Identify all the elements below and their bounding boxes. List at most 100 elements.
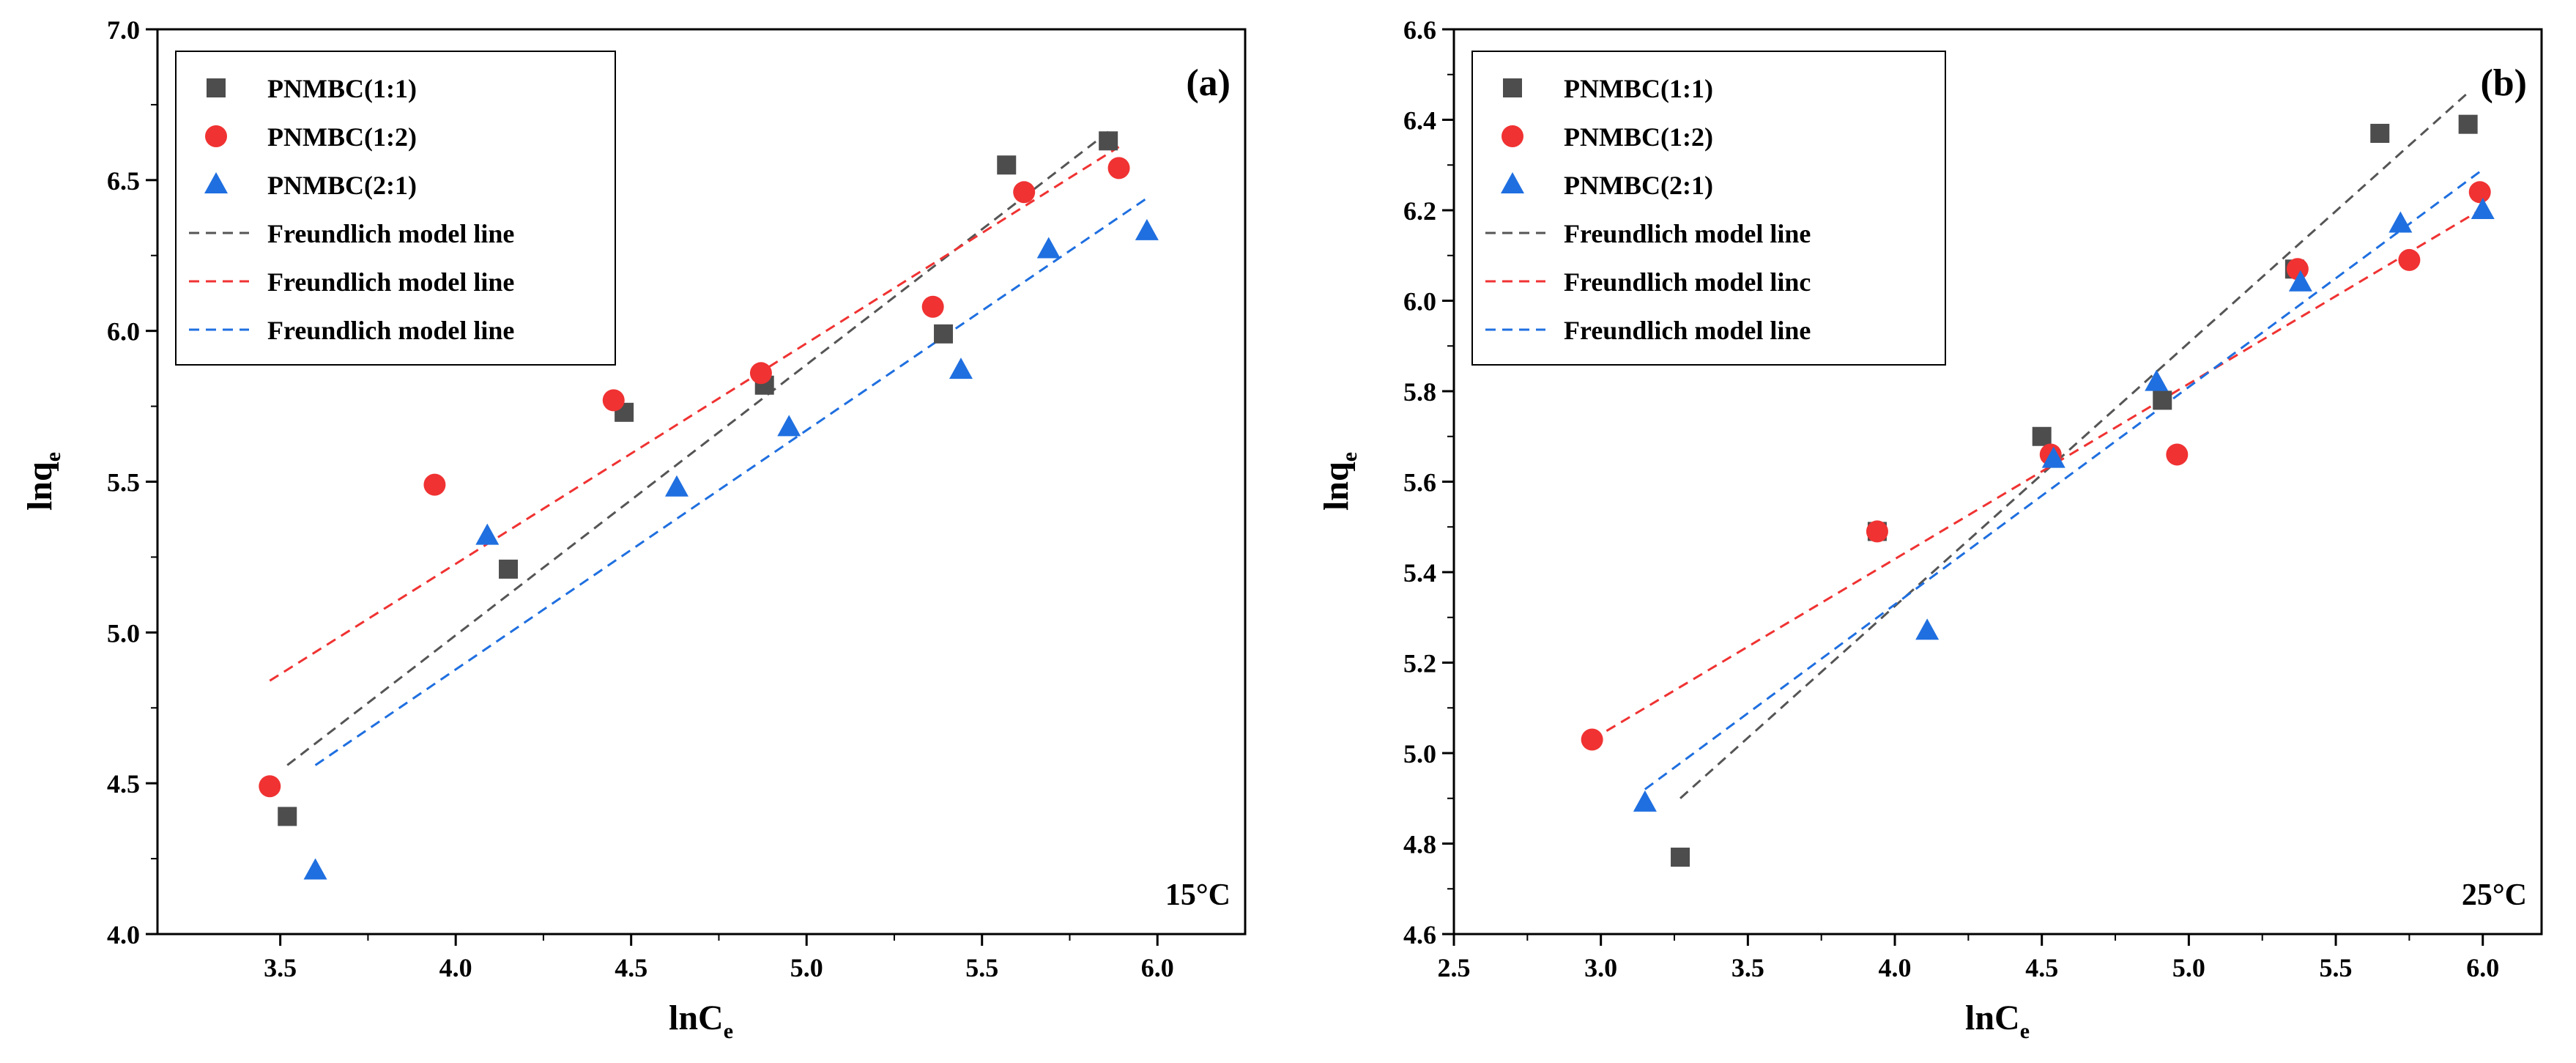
fit-line-2 xyxy=(1591,209,2481,741)
temperature-label: 15°C xyxy=(1165,878,1231,912)
x-axis-title-main: lnC xyxy=(669,999,724,1037)
data-point-series-2 xyxy=(423,473,446,496)
legend-marker-1 xyxy=(1503,78,1522,97)
x-tick-label: 6.0 xyxy=(1141,953,1174,982)
data-point-series-2 xyxy=(259,775,281,798)
y-tick-label: 6.2 xyxy=(1403,196,1436,226)
legend-marker-3 xyxy=(204,172,228,193)
y-axis-title-main: lnq xyxy=(1317,462,1356,511)
legend: PNMBC(1:1) PNMBC(1:2) PNMBC(2:1) Freundlich… xyxy=(175,51,616,366)
y-tick-label: 5.0 xyxy=(1403,739,1436,768)
y-tick-label: 6.0 xyxy=(107,317,140,347)
data-point-series-1 xyxy=(499,559,519,579)
x-tick-label: 4.5 xyxy=(615,953,647,982)
y-tick-label: 6.4 xyxy=(1403,106,1436,136)
y-axis-title: lnqe xyxy=(21,452,65,511)
x-tick-label: 4.0 xyxy=(439,953,472,982)
data-point-series-3 xyxy=(303,858,327,880)
fit-line-1 xyxy=(286,130,1110,766)
data-point-series-1 xyxy=(2370,124,2390,144)
data-point-series-3 xyxy=(2388,211,2413,233)
legend-label: PNMBC(2:1) xyxy=(267,171,417,200)
data-point-series-3 xyxy=(2145,369,2169,391)
y-tick-label: 5.8 xyxy=(1403,377,1436,407)
panel-label: (b) xyxy=(2480,62,2527,104)
x-axis-title: lnCe xyxy=(1965,999,2030,1043)
x-tick-label: 5.5 xyxy=(965,953,998,982)
y-axis-title-sub: e xyxy=(1337,452,1362,462)
legend-label: PNMBC(2:1) xyxy=(1564,171,1713,200)
data-point-series-3 xyxy=(2041,446,2065,468)
y-axis-title: lnqe xyxy=(1317,452,1362,511)
y-tick-label: 4.0 xyxy=(107,920,140,949)
y-axis-title-main: lnq xyxy=(21,462,59,511)
data-point-series-2 xyxy=(749,362,772,385)
data-point-series-3 xyxy=(475,523,500,545)
y-tick-label: 6.0 xyxy=(1403,287,1436,316)
legend-marker-3 xyxy=(1501,172,1524,193)
fit-line-3 xyxy=(1644,168,2484,790)
data-point-series-1 xyxy=(934,324,954,344)
x-axis-title-sub: e xyxy=(724,1019,733,1043)
legend-box xyxy=(1471,51,1946,366)
data-point-series-3 xyxy=(1135,218,1159,240)
legend-marker-2 xyxy=(1502,125,1523,147)
legend-label: Freundlich model line xyxy=(267,316,514,345)
legend-label: Freundlich model line xyxy=(267,219,514,248)
x-tick-label: 5.0 xyxy=(790,953,823,982)
x-axis-title-main: lnC xyxy=(1965,999,2020,1037)
data-point-series-2 xyxy=(2468,181,2491,204)
data-point-series-3 xyxy=(2471,198,2495,219)
x-tick-label: 6.0 xyxy=(2466,953,2499,982)
data-point-series-1 xyxy=(278,807,297,826)
data-point-series-3 xyxy=(777,415,801,437)
x-tick-label: 3.0 xyxy=(1584,953,1617,982)
data-point-series-1 xyxy=(2458,114,2478,134)
y-tick-label: 6.5 xyxy=(107,166,140,196)
data-point-series-2 xyxy=(602,389,625,412)
legend-box xyxy=(175,51,616,366)
y-tick-label: 5.5 xyxy=(107,468,140,497)
legend-label: PNMBC(1:2) xyxy=(1564,122,1713,152)
data-point-series-3 xyxy=(2288,270,2312,292)
temperature-label: 25°C xyxy=(2462,878,2527,912)
x-axis-title: lnCe xyxy=(669,999,733,1043)
legend-marker-2 xyxy=(205,125,227,147)
y-tick-label: 5.0 xyxy=(107,618,140,648)
data-point-series-1 xyxy=(1099,131,1118,151)
legend-label: Freundlich model linc xyxy=(1564,267,1811,297)
data-point-series-2 xyxy=(1107,157,1130,179)
legend-label: Freundlich model line xyxy=(1564,219,1811,248)
x-tick-label: 3.5 xyxy=(264,953,297,982)
data-point-series-1 xyxy=(2032,426,2052,446)
y-tick-label: 4.5 xyxy=(107,769,140,799)
data-point-series-2 xyxy=(2398,248,2421,271)
data-point-series-1 xyxy=(997,155,1017,175)
data-point-series-3 xyxy=(1633,790,1657,812)
x-tick-label: 3.5 xyxy=(1731,953,1764,982)
legend-label: PNMBC(1:1) xyxy=(1564,74,1713,103)
chart-panel-b: 2.5 3.0 3.5 4.0 4.5 5.0 5.5 6.0 4.6 4.8 5.0 5.2 5.4 5… xyxy=(1317,15,2543,1043)
legend-label: PNMBC(1:1) xyxy=(267,74,417,103)
x-tick-label: 4.5 xyxy=(2025,953,2058,982)
data-point-series-2 xyxy=(1866,520,1888,543)
data-point-series-2 xyxy=(2286,258,2309,281)
legend-label: Freundlich model line xyxy=(1564,316,1811,345)
legend-marker-1 xyxy=(207,78,226,97)
data-point-series-1 xyxy=(1671,848,1690,867)
y-tick-label: 5.6 xyxy=(1403,468,1436,497)
y-tick-label: 4.6 xyxy=(1403,920,1436,949)
y-axis-title-sub: e xyxy=(41,452,65,462)
legend: PNMBC(1:1) PNMBC(1:2) PNMBC(2:1) Freundlich… xyxy=(1471,51,1946,366)
fit-line-1 xyxy=(1679,92,2469,799)
x-tick-label: 4.0 xyxy=(1879,953,1912,982)
y-tick-label: 6.6 xyxy=(1403,15,1436,45)
x-tick-label: 5.5 xyxy=(2320,953,2353,982)
y-tick-label: 5.4 xyxy=(1403,558,1436,588)
legend-label: Freundlich model line xyxy=(267,267,514,297)
data-point-series-3 xyxy=(664,475,688,497)
data-point-series-3 xyxy=(1036,237,1061,259)
data-point-series-3 xyxy=(1915,618,1940,640)
y-tick-label: 7.0 xyxy=(107,15,140,45)
